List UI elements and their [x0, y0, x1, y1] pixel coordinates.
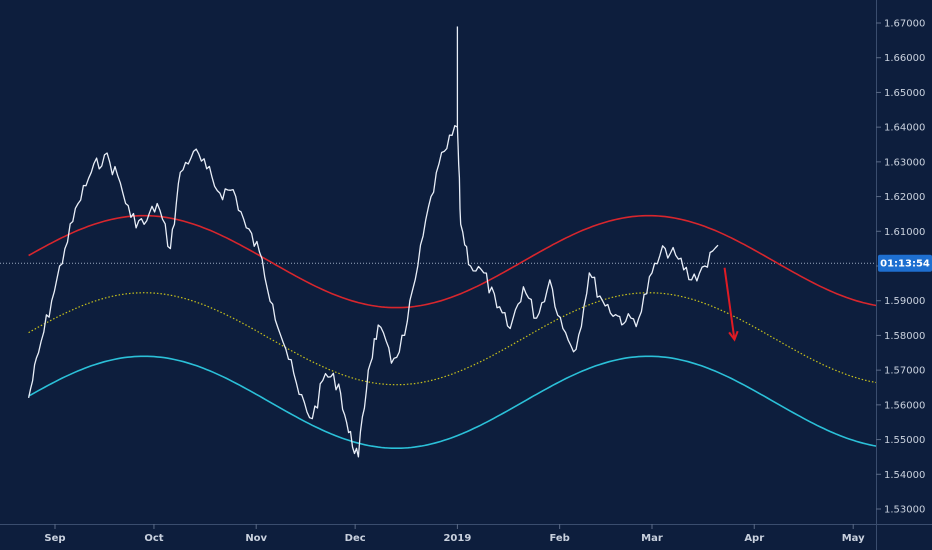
- lower-cycle-line: [28, 355, 877, 449]
- y-tick-label: 1.64000: [884, 123, 925, 134]
- x-tick-label: Nov: [245, 533, 267, 544]
- y-tick-label: 1.57000: [884, 366, 925, 377]
- x-tick-label: 2019: [443, 533, 471, 544]
- current-price-badge: [878, 254, 932, 272]
- y-tick-label: 1.67000: [884, 19, 925, 30]
- x-tick-label: Mar: [641, 533, 663, 544]
- forecast-arrow-head: [728, 330, 739, 342]
- x-tick-label: May: [842, 533, 865, 544]
- y-tick-label: 1.58000: [884, 331, 925, 342]
- x-tick-label: Sep: [44, 533, 65, 544]
- x-axis[interactable]: Sep Oct Nov Dec 2019 Feb Mar Apr May: [44, 524, 865, 544]
- x-tick-label: Oct: [144, 533, 163, 544]
- y-tick-label: 1.54000: [884, 470, 925, 481]
- y-tick-label: 1.55000: [884, 435, 925, 446]
- y-tick-label: 1.61000: [884, 227, 925, 238]
- y-tick-label: 1.62000: [884, 192, 925, 203]
- y-axis[interactable]: 1.53000 1.54000 1.55000 1.56000 1.57000 1.580…: [876, 19, 925, 516]
- x-tick-label: Feb: [549, 533, 569, 544]
- x-tick-label: Apr: [744, 533, 764, 544]
- y-tick-label: 1.53000: [884, 505, 925, 516]
- y-tick-label: 1.65000: [884, 88, 925, 99]
- y-tick-label: 1.63000: [884, 157, 925, 168]
- x-tick-label: Dec: [345, 533, 366, 544]
- plot-area[interactable]: [0, 0, 876, 524]
- upper-cycle-line: [28, 214, 877, 309]
- price-line: [27, 125, 719, 458]
- y-tick-label: 1.66000: [884, 53, 925, 64]
- price-layer: [27, 26, 719, 458]
- countdown-label: 01:13:54: [880, 259, 930, 270]
- y-tick-label: 1.59000: [884, 296, 925, 307]
- forecast-arrow-shaft: [723, 267, 736, 340]
- series-layer: [0, 214, 877, 449]
- current-price-tag: 01:13:54: [878, 254, 932, 272]
- annotation-layer: [723, 267, 739, 342]
- y-tick-label: 1.56000: [884, 400, 925, 411]
- middle-cycle-line: [28, 292, 877, 386]
